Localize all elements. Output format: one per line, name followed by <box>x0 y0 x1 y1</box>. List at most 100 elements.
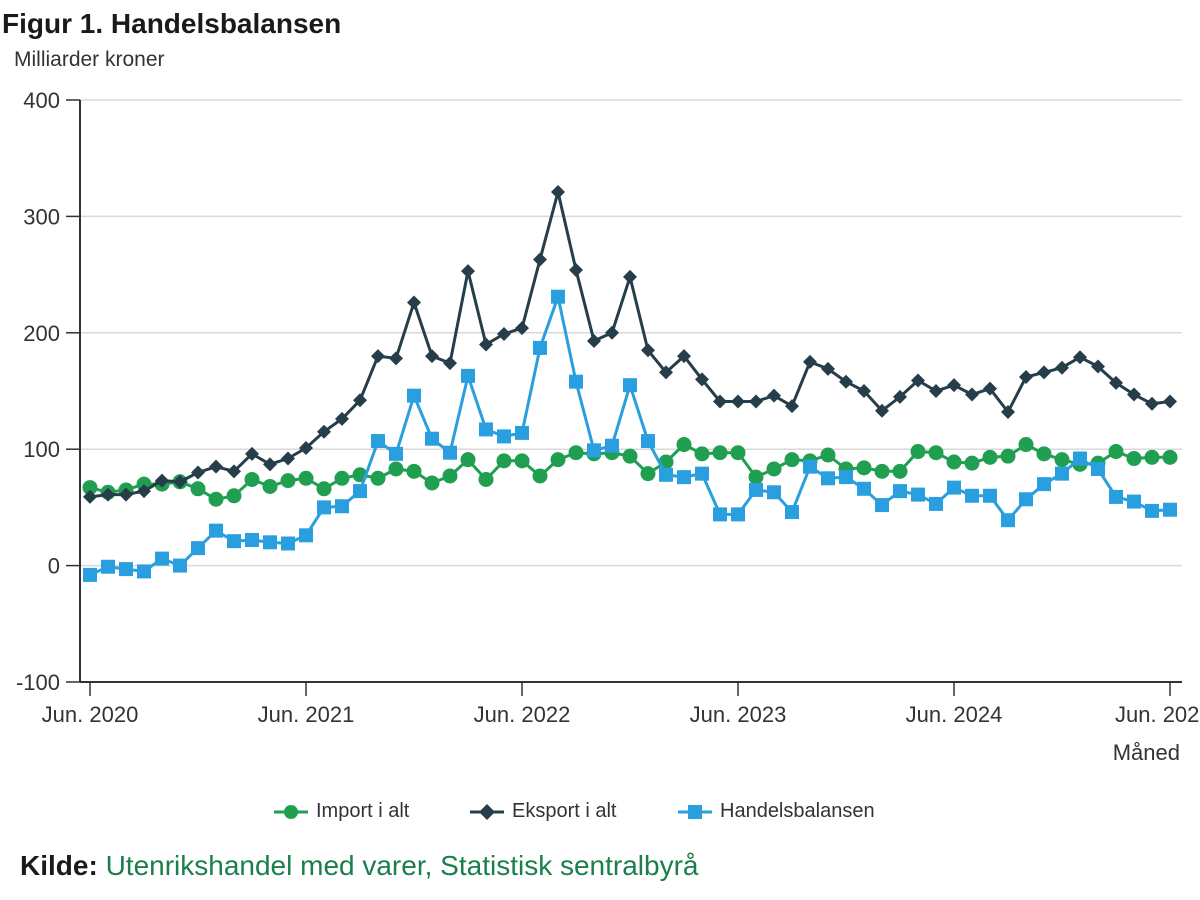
eksport-point <box>533 252 547 267</box>
handelsbalansen-point <box>1037 477 1051 492</box>
handelsbalansen-point <box>929 496 943 511</box>
eksport-point <box>245 446 259 461</box>
import-point <box>1144 449 1160 465</box>
eksport-point <box>677 349 691 364</box>
eksport-point <box>1109 375 1123 390</box>
import-point <box>334 470 350 486</box>
x-tick-label: Jun. 2022 <box>474 702 571 727</box>
eksport-point <box>731 394 745 409</box>
eksport-point <box>965 387 979 402</box>
import-point <box>1126 451 1142 467</box>
import-point <box>190 481 206 497</box>
legend-import-circle <box>284 804 298 819</box>
eksport-point <box>353 393 367 408</box>
handelsbalansen-point <box>821 471 835 486</box>
source-line: Kilde: Utenrikshandel med varer, Statist… <box>20 850 698 882</box>
eksport-point <box>425 349 439 364</box>
handelsbalansen-point <box>695 466 709 481</box>
eksport-point <box>497 326 511 341</box>
x-tick-label: Jun. 2020 <box>42 702 139 727</box>
import-point <box>766 461 782 477</box>
eksport-point <box>1091 359 1105 374</box>
eksport-point <box>821 361 835 376</box>
import-point <box>316 481 332 497</box>
handelsbalansen-point <box>137 564 151 579</box>
handelsbalansen-point <box>497 429 511 444</box>
eksport-point <box>641 343 655 358</box>
eksport-point <box>191 465 205 480</box>
handelsbalansen-point <box>947 480 961 495</box>
import-point <box>208 491 224 507</box>
eksport-point <box>335 411 349 426</box>
handelsbalansen-point <box>533 340 547 355</box>
eksport-point <box>911 373 925 388</box>
handelsbalansen-point <box>767 485 781 500</box>
import-point <box>622 448 638 464</box>
import-point <box>676 437 692 453</box>
import-point <box>982 449 998 465</box>
handelsbalansen-point <box>1145 503 1159 518</box>
import-point <box>406 463 422 479</box>
x-tick-label: Jun. 2023 <box>690 702 787 727</box>
eksport-point <box>173 474 187 489</box>
source-link[interactable]: Utenrikshandel med varer, Statistisk sen… <box>105 850 699 881</box>
eksport-point <box>479 337 493 352</box>
eksport-point <box>389 351 403 366</box>
eksport-point <box>1037 365 1051 380</box>
series-import-i-alt <box>82 437 1178 507</box>
eksport-point <box>857 384 871 398</box>
import-point <box>82 480 98 496</box>
handelsbalansen-point <box>677 470 691 485</box>
import-point <box>874 463 890 479</box>
import-point <box>784 452 800 468</box>
handelsbalansen-point <box>155 551 169 566</box>
handelsbalansen-point <box>101 559 115 574</box>
eksport-point <box>227 464 241 479</box>
axes: -100 0 100 200 300 400 Jun. 2020 Jun. 2021 Jun. … <box>16 88 1200 727</box>
import-point <box>820 447 836 463</box>
handelsbalansen-point <box>83 567 97 582</box>
handelsbalansen-point <box>1073 451 1087 466</box>
handelsbalansen-point <box>803 459 817 474</box>
handelsbalansen-point <box>731 507 745 522</box>
line-chart: -100 0 100 200 300 400 Jun. 2020 Jun. 2021 Jun. … <box>16 88 1200 765</box>
legend-item-import: Import i alt <box>274 800 409 823</box>
eksport-point <box>515 321 529 336</box>
y-axis-unit-label: Milliarder kroner <box>14 48 165 71</box>
legend-eksport-label: Eksport i alt <box>512 800 617 822</box>
gridlines <box>80 99 1182 567</box>
handelsbalansen-point <box>317 500 331 515</box>
eksport-point <box>839 374 853 389</box>
y-tick-label: 200 <box>23 321 60 346</box>
import-point <box>856 460 872 476</box>
legend-eksport-marker-icon <box>470 803 504 820</box>
eksport-point <box>119 487 133 502</box>
eksport-point <box>695 372 709 387</box>
handelsbalansen-point <box>1001 513 1015 528</box>
handelsbalansen-point <box>227 534 241 549</box>
import-point <box>244 471 260 487</box>
import-point <box>514 453 530 469</box>
import-point <box>496 453 512 469</box>
import-point <box>532 468 548 484</box>
import-point <box>370 470 386 486</box>
handelsbalansen-point <box>569 374 583 389</box>
eksport-point <box>1073 350 1087 365</box>
import-point <box>694 446 710 462</box>
handelsbalansen-point <box>353 484 367 499</box>
eksport-point <box>1001 404 1015 419</box>
eksport-point <box>263 457 277 472</box>
handelsbalansen-point <box>1109 489 1123 504</box>
import-point <box>928 445 944 461</box>
legend-handelsbalansen-label: Handelsbalansen <box>720 800 875 822</box>
eksport-point <box>101 487 115 502</box>
handelsbalansen-point <box>1019 492 1033 507</box>
import-point <box>946 454 962 470</box>
handelsbalansen-point <box>659 467 673 482</box>
handelsbalansen-point <box>749 482 763 497</box>
y-tick-label: 400 <box>23 88 60 113</box>
handelsbalansen-point <box>965 488 979 503</box>
legend-import-label: Import i alt <box>316 800 410 822</box>
import-point <box>1108 444 1124 460</box>
eksport-point <box>803 354 817 369</box>
